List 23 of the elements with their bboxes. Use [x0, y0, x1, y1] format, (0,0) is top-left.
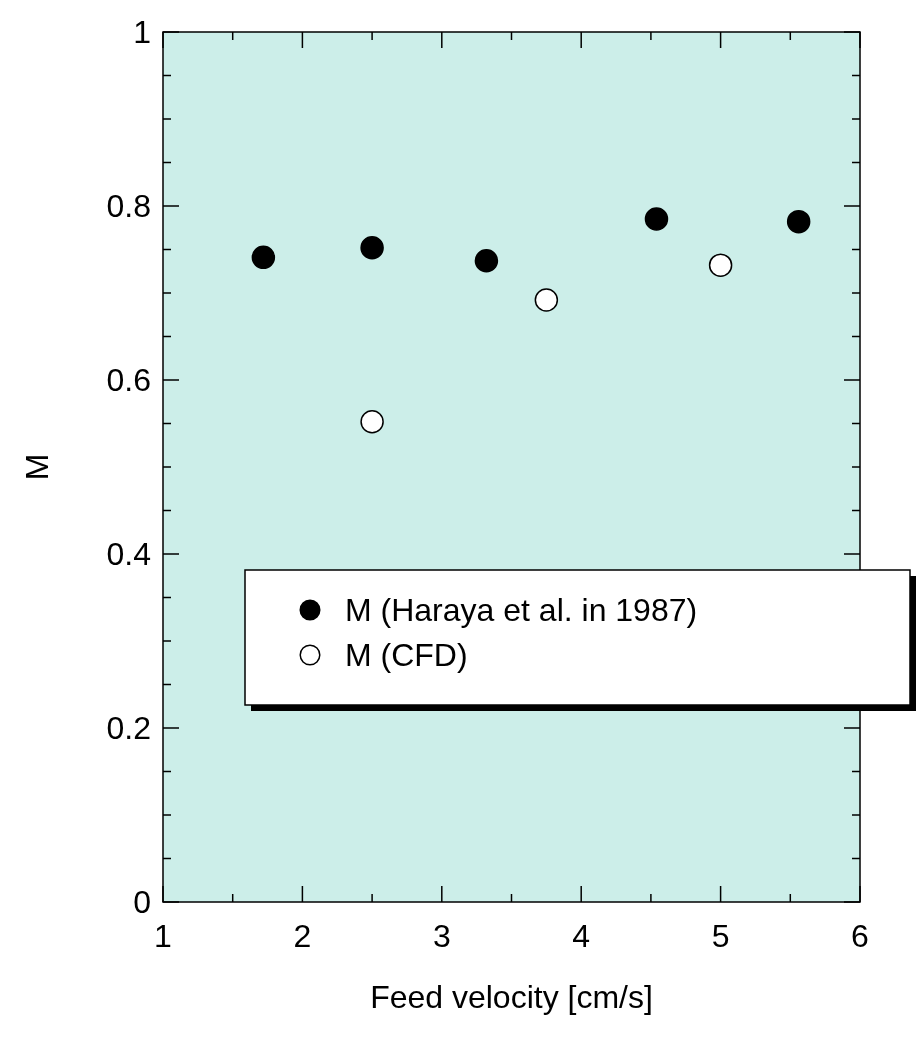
point	[644, 207, 669, 231]
point	[251, 245, 276, 270]
x-axis-title: Feed velocity [cm/s]	[370, 979, 653, 1015]
point	[708, 253, 733, 277]
point	[360, 236, 384, 260]
y-tick-label: 0.8	[106, 188, 151, 224]
x-tick-label: 3	[432, 918, 451, 954]
y-tick-label: 0.6	[106, 362, 151, 398]
x-tick-label: 4	[572, 918, 591, 954]
point	[786, 209, 811, 234]
y-tick-label: 0.2	[106, 710, 151, 746]
point	[474, 249, 499, 273]
x-tick-label: 2	[293, 918, 312, 954]
y-axis-title: M	[19, 453, 55, 481]
y-tick-label: 0	[133, 884, 151, 920]
legend-label: M (CFD)	[345, 637, 468, 673]
x-tick-label: 6	[851, 918, 869, 954]
point	[534, 288, 559, 312]
x-tick-label: 5	[711, 918, 730, 954]
legend-label: M (Haraya et al. in 1987)	[345, 592, 698, 628]
y-tick-label: 0.4	[106, 536, 151, 572]
point	[360, 410, 384, 434]
y-tick-label: 1	[133, 14, 151, 50]
